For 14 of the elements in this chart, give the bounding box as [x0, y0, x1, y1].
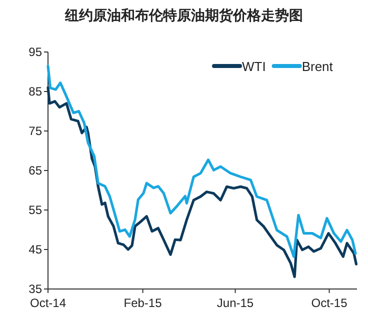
- ytick: 65: [28, 164, 42, 178]
- xtick: Oct-14: [30, 296, 66, 310]
- ytick: 35: [28, 282, 42, 296]
- ytick: 45: [28, 242, 42, 256]
- xtick: Jun-15: [216, 296, 254, 310]
- title: 纽约原油和布伦特原油期货价格走势图: [65, 7, 303, 23]
- ytick: 55: [28, 203, 42, 217]
- xtick: Oct-15: [311, 296, 348, 310]
- legend-label: Brent: [302, 59, 333, 74]
- ytick: 85: [28, 84, 42, 98]
- xtick: Feb-15: [124, 296, 162, 310]
- ytick: 75: [28, 124, 42, 138]
- ytick: 95: [28, 45, 42, 59]
- legend-label: WTI: [242, 59, 266, 74]
